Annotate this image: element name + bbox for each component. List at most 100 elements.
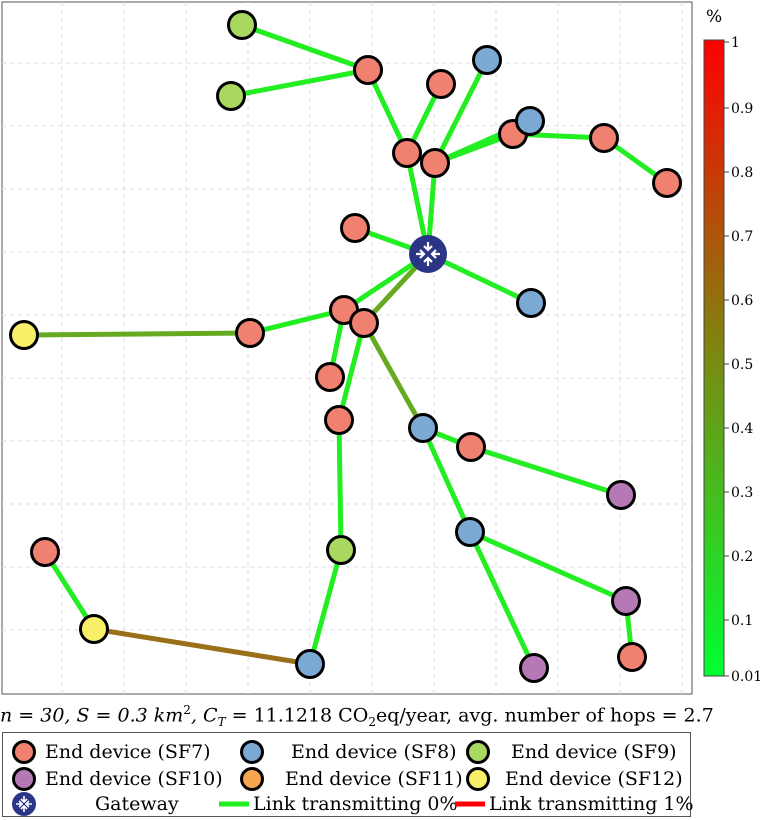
link-n30-n24 — [307, 549, 344, 665]
colorbar-tick-label-6: 0.6 — [731, 293, 753, 309]
node-n23-sf8 — [455, 517, 485, 547]
colorbar-tick-label-4: 0.4 — [731, 421, 753, 437]
legend-sf10: End device (SF10) — [11, 766, 223, 792]
colorbar-tick-label-7: 0.7 — [731, 229, 753, 245]
link0-line-icon — [219, 801, 249, 807]
node-n16-sf7 — [235, 318, 265, 348]
link-n5-n7 — [432, 58, 490, 165]
link-n24-n19 — [336, 419, 344, 551]
colorbar-gradient — [703, 39, 725, 677]
link-n27-n30 — [93, 626, 311, 667]
link-n13-gw — [426, 251, 533, 306]
colorbar-tick-label-10: 1 — [731, 35, 740, 51]
link-n16-n14 — [249, 307, 345, 336]
legend-sf8-label: End device (SF8) — [291, 741, 457, 763]
legend-link1: Link transmitting 1% — [455, 791, 694, 817]
node-n19-sf7 — [324, 405, 354, 435]
caption-ct: , C — [190, 704, 218, 727]
node-n26-sf10 — [611, 586, 641, 616]
gateway-icon — [409, 235, 447, 273]
legend-link0-label: Link transmitting 0% — [253, 793, 458, 815]
link-n20-n15 — [361, 321, 426, 430]
grid — [2, 2, 692, 694]
legend-sf7-label: End device (SF7) — [45, 741, 211, 763]
sf11-marker-icon — [240, 767, 264, 791]
node-n10-sf7 — [589, 123, 619, 153]
network-chart: % 0.01 0.1 0.2 0.3 0.4 0.5 0.6 0.7 0.8 0.9 1 — [1, 1, 760, 695]
legend-sf10-label: End device (SF10) — [45, 768, 223, 790]
link-n19-n15 — [336, 322, 367, 421]
caption-ct-sub: T — [217, 715, 226, 730]
node-n2-sf7 — [353, 55, 383, 85]
caption-ct-value: = 11.1218 CO — [225, 704, 369, 727]
node-n17-sf12 — [9, 320, 39, 350]
link-n3-n2 — [230, 67, 369, 99]
link-n25-n27 — [42, 550, 97, 631]
node-n11-sf7 — [652, 168, 682, 198]
node-n5-sf8 — [472, 45, 502, 75]
node-n4-sf7 — [426, 69, 456, 99]
colorbar-tick-label-1: 0.1 — [731, 613, 753, 629]
caption-n: n = 30, S = 0.3 km — [0, 704, 184, 727]
link-n2-n6 — [365, 68, 410, 155]
node-n15-sf7 — [349, 308, 379, 338]
legend-sf8: End device (SF8) — [239, 739, 457, 765]
node-n9-sf8 — [515, 106, 545, 136]
chart-caption: n = 30, S = 0.3 km2, CT = 11.1218 CO2eq/… — [0, 703, 714, 730]
link-n22-n21 — [470, 444, 622, 498]
legend-sf12: End device (SF12) — [465, 766, 683, 792]
colorbar-tick-label-5: 0.5 — [731, 357, 753, 373]
node-n3-sf9 — [216, 81, 246, 111]
colorbar: % 0.01 0.1 0.2 0.3 0.4 0.5 0.6 0.7 0.8 0.9 1 — [703, 7, 760, 685]
legend-sf11-label: End device (SF11) — [285, 768, 463, 790]
node-n30-sf8 — [295, 649, 325, 679]
nodes-layer — [9, 10, 682, 683]
node-n7-sf7 — [420, 148, 450, 178]
caption-co2-sub: 2 — [368, 715, 376, 730]
legend: End device (SF7) End device (SF8) End de… — [2, 732, 694, 817]
node-n20-sf8 — [408, 413, 438, 443]
legend-sf9: End device (SF9) — [465, 739, 677, 765]
node-n21-sf7 — [456, 432, 486, 462]
sf12-marker-icon — [466, 767, 490, 791]
node-n13-sf8 — [516, 288, 546, 318]
sf8-marker-icon — [240, 740, 264, 764]
legend-link0: Link transmitting 0% — [219, 791, 458, 817]
sf7-marker-icon — [12, 740, 36, 764]
link1-line-icon — [455, 801, 485, 807]
node-n25-sf7 — [30, 537, 60, 567]
sf9-marker-icon — [466, 740, 490, 764]
gateway-marker-icon — [12, 792, 36, 816]
plot-frame — [1, 1, 693, 695]
legend-gateway-label: Gateway — [95, 793, 179, 815]
legend-gateway: Gateway — [11, 791, 179, 817]
legend-sf9-label: End device (SF9) — [511, 741, 677, 763]
colorbar-tick-label-2: 0.2 — [731, 549, 753, 565]
legend-sf11: End device (SF11) — [239, 766, 463, 792]
link-n29-n23 — [467, 530, 537, 670]
legend-sf7: End device (SF7) — [11, 739, 211, 765]
legend-link1-label: Link transmitting 1% — [489, 793, 694, 815]
colorbar-tick-label-3: 0.3 — [731, 485, 753, 501]
node-n24-sf9 — [326, 535, 356, 565]
link-n26-n23 — [468, 529, 628, 604]
link-n1-n2 — [241, 22, 369, 73]
node-n29-sf10 — [519, 653, 549, 683]
caption-sq: 2 — [183, 703, 191, 717]
node-n18-sf7 — [315, 362, 345, 392]
colorbar-tick-label-9: 0.9 — [731, 101, 753, 117]
link-n23-n20 — [420, 426, 473, 534]
colorbar-tick-label-0: 0.01 — [731, 669, 760, 685]
node-n6-sf7 — [392, 138, 422, 168]
node-n22-sf10 — [606, 480, 636, 510]
node-n28-sf7 — [617, 642, 647, 672]
legend-sf12-label: End device (SF12) — [505, 768, 683, 790]
caption-rest: eq/year, avg. number of hops = 2.7 — [375, 704, 714, 727]
node-n27-sf12 — [79, 614, 109, 644]
colorbar-tick-label-8: 0.8 — [731, 165, 753, 181]
colorbar-label: % — [706, 7, 722, 27]
node-n1-sf9 — [227, 10, 257, 40]
sf10-marker-icon — [12, 767, 36, 791]
node-n12-sf7 — [340, 213, 370, 243]
link-n17-n16 — [23, 330, 251, 338]
